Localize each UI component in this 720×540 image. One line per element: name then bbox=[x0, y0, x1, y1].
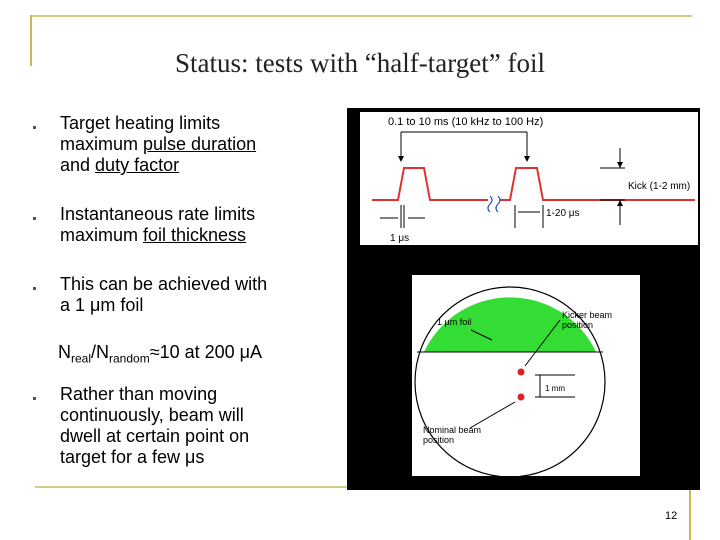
bullet bbox=[33, 397, 36, 400]
diagram-label: 1 μs bbox=[390, 233, 409, 244]
diagram-label: 1 mm bbox=[545, 384, 565, 393]
bullet-line: Target heating limits bbox=[60, 113, 220, 134]
bullet-line: and duty factor bbox=[60, 155, 179, 176]
bullet-text: Rather than moving bbox=[60, 384, 218, 404]
page-number: 12 bbox=[665, 510, 678, 522]
bullet-line: dwell at certain point on bbox=[60, 426, 249, 447]
diagram-label: 1 μm foil bbox=[437, 317, 471, 327]
bullet-text: and bbox=[60, 155, 96, 175]
bullet-text: target for a few μs bbox=[60, 447, 205, 467]
bullet-line: Rather than moving bbox=[60, 384, 217, 405]
bullet-line: continuously, beam will bbox=[60, 405, 244, 426]
bullet-text: foil thickness bbox=[143, 225, 247, 245]
bullet-line: target for a few μs bbox=[60, 447, 204, 468]
note-sub: real bbox=[71, 351, 92, 366]
bullet-text: dwell at certain point on bbox=[60, 426, 250, 446]
bullet bbox=[33, 287, 36, 290]
bullet-text: duty factor bbox=[95, 155, 180, 175]
bullet-line: a 1 μm foil bbox=[60, 295, 143, 316]
note-text: ≈10 at 200 μA bbox=[149, 342, 263, 362]
note-text: /N bbox=[91, 342, 110, 362]
bullet-text: pulse duration bbox=[143, 134, 257, 154]
bullet-text: This can be achieved with bbox=[60, 274, 268, 294]
diagram-label: position bbox=[562, 320, 593, 330]
bullet-line: maximum pulse duration bbox=[60, 134, 256, 155]
bullet-text: maximum bbox=[60, 225, 144, 245]
bullet-text: continuously, beam will bbox=[60, 405, 244, 425]
diagram-label: 1-20 μs bbox=[546, 208, 580, 219]
bullet bbox=[33, 217, 36, 220]
bullet-line: This can be achieved with bbox=[60, 274, 267, 295]
bullet bbox=[33, 126, 36, 129]
note-text: N bbox=[58, 342, 71, 362]
bullet-text: maximum bbox=[60, 134, 144, 154]
diagram-label: 0.1 to 10 ms (10 kHz to 100 Hz) bbox=[388, 116, 543, 128]
diagram-label: Kick (1-2 mm) bbox=[628, 181, 690, 192]
slide-title: Status: tests with “half-target” foil bbox=[175, 48, 545, 78]
bullet-line: Instantaneous rate limits bbox=[60, 204, 255, 225]
diagram-label: Nominal beam bbox=[423, 425, 481, 435]
bullet-text: Target heating limits bbox=[60, 113, 221, 133]
bullet-text: Instantaneous rate limits bbox=[60, 204, 256, 224]
diagram-label: position bbox=[423, 435, 454, 445]
bullet-line: maximum foil thickness bbox=[60, 225, 246, 246]
note: Nreal/Nrandom≈10 at 200 μA bbox=[58, 342, 262, 370]
note-sub: random bbox=[109, 351, 150, 366]
bullet-text: a 1 μm foil bbox=[60, 295, 144, 315]
diagram-label: Kicker beam bbox=[562, 310, 612, 320]
